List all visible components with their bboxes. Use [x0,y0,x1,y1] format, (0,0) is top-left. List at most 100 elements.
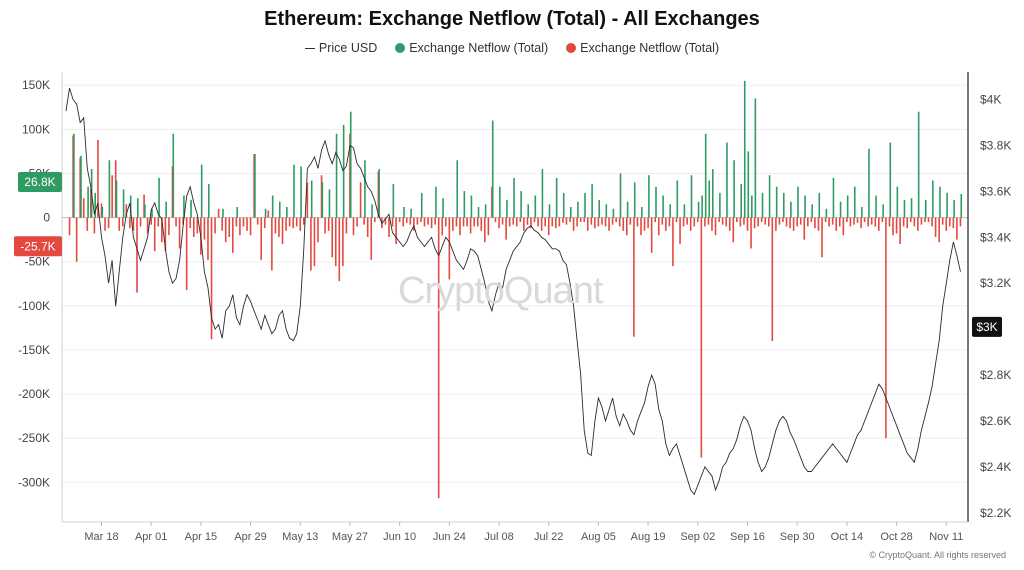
inflow-bar [172,133,175,218]
x-tick-label: Mar 18 [84,531,118,543]
inflow-bar [484,204,487,218]
outflow-bar [792,217,795,231]
outflow-bar [533,217,536,222]
outflow-bar [491,186,493,218]
outflow-bar [604,217,607,227]
outflow-bar [373,217,376,222]
legend: Price USD Exchange Netflow (Total) Excha… [0,41,1024,55]
outflow-bar [515,217,518,227]
inflow-bar [73,133,75,218]
outflow-bar [420,217,422,222]
outflow-bar [824,217,827,222]
outflow-bar [696,217,699,222]
inflow-bar [584,192,586,218]
outflow-bar [505,217,507,240]
outflow-bar [594,217,596,229]
legend-label-inflow: Exchange Netflow (Total) [409,41,549,55]
outflow-bar [221,217,223,231]
outflow-badge-label: -25.7K [20,239,55,253]
inflow-bar [513,177,515,218]
outflow-bar [441,217,444,236]
x-tick-label: Jul 22 [534,531,563,543]
inflow-bar [264,208,267,218]
outflow-bar [853,217,855,225]
outflow-dot-swatch [566,43,577,53]
outflow-bar [785,217,788,227]
left-tick-label: -300K [18,475,50,489]
outflow-bar [384,217,387,225]
outflow-bar [192,217,195,237]
outflow-bar [523,217,525,231]
outflow-bar [668,217,671,227]
outflow-bar [423,217,426,227]
outflow-bar [352,217,355,236]
legend-item-price[interactable]: Price USD [304,41,377,55]
outflow-bar [104,217,106,231]
outflow-bar [235,217,238,227]
outflow-bar [146,217,149,234]
inflow-bar [300,166,302,218]
inflow-bar [704,133,707,218]
outflow-bar [959,217,962,227]
outflow-bar [874,217,877,227]
inflow-bar [190,199,192,218]
outflow-bar [547,217,550,236]
x-tick-label: May 27 [332,531,368,543]
inflow-bar [818,192,821,218]
left-tick-label: -100K [18,299,50,313]
outflow-bar [164,217,167,252]
outflow-bar [281,217,284,245]
outflow-bar [185,217,188,290]
outflow-bar [526,217,529,225]
outflow-bar [608,217,610,231]
outflow-bar [324,217,326,234]
outflow-bar [902,217,905,227]
x-tick-label: Jul 08 [484,531,513,543]
outflow-bar [540,217,543,231]
outflow-bar [849,217,852,227]
outflow-bar [807,217,809,227]
outflow-bar [157,217,160,227]
outflow-bar [391,217,394,227]
outflow-bar [895,217,898,234]
right-tick-label: $2.2K [980,506,1011,520]
inflow-bar [278,201,281,218]
inflow-bar [207,184,210,218]
outflow-bar [615,217,617,222]
legend-item-inflow[interactable]: Exchange Netflow (Total) [395,41,548,55]
inflow-bar [690,175,693,218]
outflow-bar [313,217,316,267]
right-tick-label: $3.4K [980,230,1011,244]
legend-item-outflow[interactable]: Exchange Netflow (Total) [566,41,719,55]
outflow-bar [203,217,206,240]
inflow-bar [747,151,750,218]
x-tick-label: Apr 29 [234,531,266,543]
outflow-bar [452,217,454,231]
outflow-bar [643,217,646,231]
outflow-bar [583,217,586,222]
outflow-bar [831,217,834,225]
outflow-bar [178,217,181,249]
outflow-bar [299,217,302,231]
inflow-bar [896,186,899,218]
x-tick-label: Oct 14 [831,531,863,543]
outflow-bar [278,217,280,237]
outflow-bar [945,217,948,231]
outflow-bar [232,217,234,253]
inflow-bar [87,186,89,218]
outflow-bar [494,217,497,222]
outflow-bar [917,217,919,231]
inflow-bar [342,124,345,218]
inflow-bar [499,186,501,218]
inflow-bar [548,204,551,218]
inflow-bar [612,208,615,218]
right-tick-label: $3.2K [980,276,1011,290]
inflow-bar [115,180,118,218]
price-badge-bg [972,316,1002,337]
outflow-bar [569,217,571,222]
outflow-bar [288,217,291,227]
outflow-badge-bg [14,236,62,257]
inflow-bar [286,207,288,218]
inflow-bar [122,189,125,218]
outflow-bar [565,217,568,225]
